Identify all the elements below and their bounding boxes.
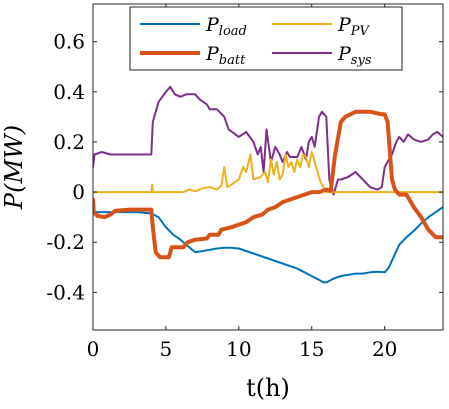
x-tick-label: 10 [226,337,251,361]
series-line-pv [93,151,443,194]
legend-label-load: Pload [205,14,247,39]
x-tick-label: 20 [372,337,397,361]
x-axis-label: t(h) [246,374,290,402]
y-axis-label: P(MW) [0,125,28,210]
legend-label-batt: Pbatt [205,43,246,68]
legend-label-sys: Psys [337,43,372,68]
series-line-load [93,206,443,284]
series-line-batt [93,109,443,260]
y-tick-label: 0.4 [53,80,85,104]
x-tick-label: 5 [160,337,173,361]
legend-label-pv: PPV [337,14,371,39]
plot-frame [92,3,444,331]
y-tick-label: 0 [72,180,85,204]
legend-box [129,6,403,71]
y-tick-label: -0.2 [46,230,85,254]
x-tick-label: 15 [299,337,324,361]
series-line-sys [93,85,443,196]
y-tick-label: 0.6 [53,30,85,54]
y-tick-label: 0.2 [53,130,85,154]
y-tick-label: -0.4 [46,280,85,304]
x-tick-label: 0 [87,337,100,361]
legend: Pload PPV Pbatt Psys [129,6,403,71]
